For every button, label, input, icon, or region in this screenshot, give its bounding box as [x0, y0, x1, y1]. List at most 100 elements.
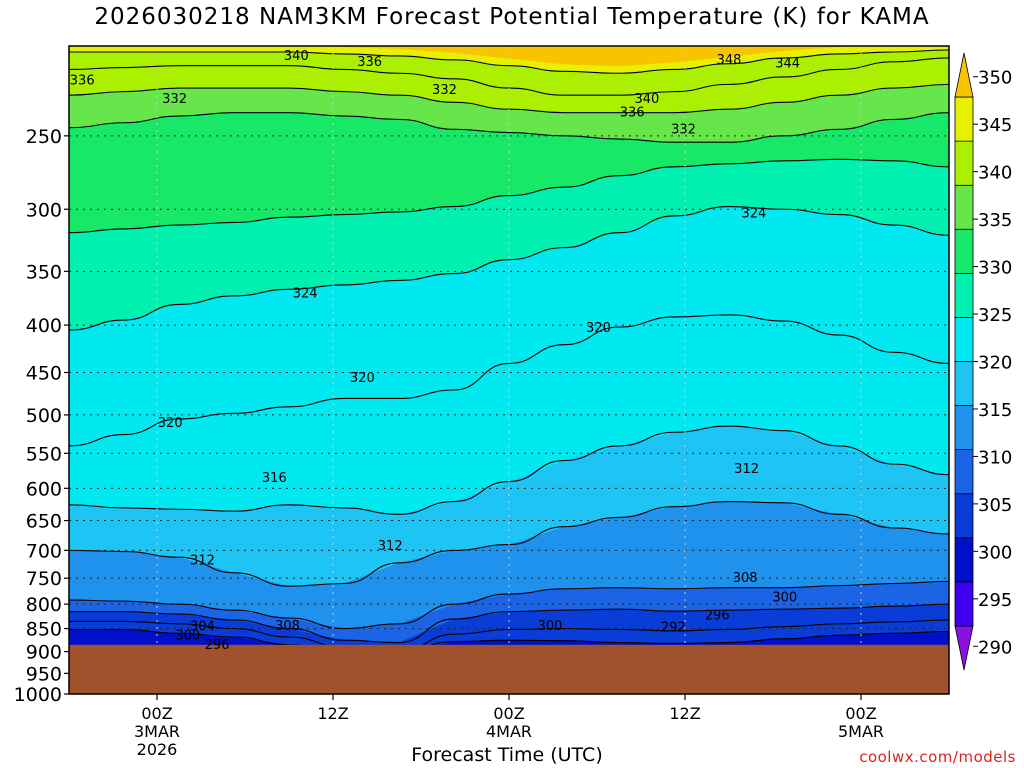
- y-tick-label-800: 800: [26, 594, 62, 616]
- colorbar-label-300: 300: [978, 542, 1012, 563]
- colorbar-label-295: 295: [978, 590, 1012, 611]
- chart-title: 2026030218 NAM3KM Forecast Potential Tem…: [94, 4, 930, 30]
- contour-label-332: 332: [162, 92, 187, 107]
- isentrope-320: [69, 314, 949, 447]
- colorbar-segment-6: [954, 361, 974, 406]
- colorbar-label-315: 315: [978, 400, 1012, 421]
- contour-label-324: 324: [742, 206, 767, 221]
- credit-text: coolwx.com/models: [859, 748, 1016, 766]
- isentrope-296: [69, 628, 949, 653]
- contour-label-308: 308: [275, 619, 300, 634]
- contour-label-336: 336: [357, 55, 382, 70]
- x-tick-label-30-1: 4MAR: [486, 722, 532, 741]
- contour-label-348: 348: [717, 53, 742, 68]
- x-tick-label-30-0: 00Z: [493, 704, 524, 723]
- isentrope-308: [69, 580, 949, 630]
- y-tick-label-450: 450: [26, 363, 62, 385]
- x-tick-label-6-0: 00Z: [141, 704, 172, 723]
- contour-label-320: 320: [586, 321, 611, 336]
- plot-grid: [69, 46, 949, 694]
- isentrope-316: [69, 425, 949, 515]
- y-tick-label-250: 250: [26, 126, 62, 148]
- y-axis: 250 300 350 400 450 500 550 600 650 700 750 800 8509…: [14, 126, 69, 706]
- y-tick-label-600: 600: [26, 478, 62, 500]
- colorbar-label-330: 330: [978, 258, 1012, 279]
- colorbar-segment-10: [954, 184, 974, 230]
- y-tick-label-650: 650: [26, 511, 62, 533]
- y-tick-label-750: 750: [26, 568, 62, 590]
- colorbar-segment-5: [954, 405, 974, 451]
- contour-label-340: 340: [284, 49, 309, 64]
- y-tick-label-350: 350: [26, 261, 62, 283]
- colorbar: 290 295 300 305 310 315 320 325 330 335 340 345 350: [954, 52, 1012, 671]
- y-tick-label-300: 300: [26, 199, 62, 221]
- contour-label-332: 332: [432, 83, 457, 98]
- contour-label-312: 312: [190, 554, 215, 569]
- contour-label-324: 324: [293, 287, 318, 302]
- terrain-block: [69, 644, 949, 694]
- x-tick-label-54-0: 00Z: [845, 704, 876, 723]
- y-tick-label-700: 700: [26, 540, 62, 562]
- terrain-layer: [69, 644, 949, 694]
- colorbar-segment-7: [954, 317, 974, 362]
- colorbar-segment-12: [954, 96, 974, 142]
- x-tick-label-42-0: 12Z: [669, 704, 700, 723]
- contour-label-320: 320: [158, 416, 183, 431]
- isentrope-344: [69, 49, 949, 74]
- contour-label-336: 336: [70, 74, 95, 89]
- contour-label-300: 300: [772, 591, 797, 606]
- colorbar-segment-2: [954, 537, 974, 583]
- contour-label-312: 312: [378, 539, 403, 554]
- fill-band-top: [69, 46, 949, 67]
- y-tick-label-1000: 1000: [14, 684, 62, 706]
- contour-label-layer: 340 336 348 3443363323323403363323243243203…: [70, 49, 800, 653]
- contour-label-340: 340: [634, 92, 659, 107]
- contour-label-316: 316: [262, 471, 287, 486]
- contour-label-300: 300: [538, 619, 563, 634]
- colorbar-segment-8: [954, 272, 974, 318]
- isentrope-332: [69, 112, 949, 143]
- isentrope-304: [69, 603, 949, 644]
- colorbar-label-345: 345: [978, 115, 1012, 136]
- colorbar-label-335: 335: [978, 210, 1012, 231]
- contour-label-304: 304: [190, 620, 215, 635]
- colorbar-label-320: 320: [978, 353, 1012, 374]
- isentrope-328: [69, 158, 949, 234]
- isentrope-contours: [69, 49, 949, 653]
- y-tick-label-400: 400: [26, 315, 62, 337]
- colorbar-label-290: 290: [978, 637, 1012, 658]
- y-tick-label-850: 850: [26, 619, 62, 641]
- y-tick-label-900: 900: [26, 642, 62, 664]
- colorbar-segment-9: [954, 228, 974, 274]
- colorbar-segment-1: [954, 581, 974, 627]
- x-axis-title: Forecast Time (UTC): [411, 744, 603, 766]
- contour-label-300: 300: [175, 629, 200, 644]
- contour-label-308: 308: [733, 571, 758, 586]
- colorbar-label-305: 305: [978, 495, 1012, 516]
- x-tick-label-6-1: 3MAR: [134, 722, 180, 741]
- y-tick-label-550: 550: [26, 443, 62, 465]
- contour-label-296: 296: [705, 609, 730, 624]
- colorbar-segment-3: [954, 493, 974, 539]
- contour-label-296: 296: [205, 638, 230, 653]
- x-tick-label-54-1: 5MAR: [838, 722, 884, 741]
- contour-label-344: 344: [775, 57, 800, 72]
- x-tick-label-18-0: 12Z: [317, 704, 348, 723]
- contour-label-312: 312: [734, 462, 759, 477]
- colorbar-label-350: 350: [978, 68, 1012, 89]
- colorbar-segment-4: [954, 449, 974, 495]
- x-tick-label-6-2: 2026: [137, 740, 178, 759]
- isentrope-324: [69, 206, 949, 331]
- colorbar-label-325: 325: [978, 305, 1012, 326]
- colorbar-label-310: 310: [978, 447, 1012, 468]
- colorbar-segment-11: [954, 140, 974, 186]
- contour-label-332: 332: [671, 122, 696, 137]
- y-tick-label-500: 500: [26, 405, 62, 427]
- contour-label-336: 336: [620, 106, 645, 121]
- contour-label-320: 320: [350, 371, 375, 386]
- colorbar-label-340: 340: [978, 163, 1012, 184]
- isentrope-300: [69, 619, 949, 653]
- contour-label-292: 292: [661, 621, 686, 636]
